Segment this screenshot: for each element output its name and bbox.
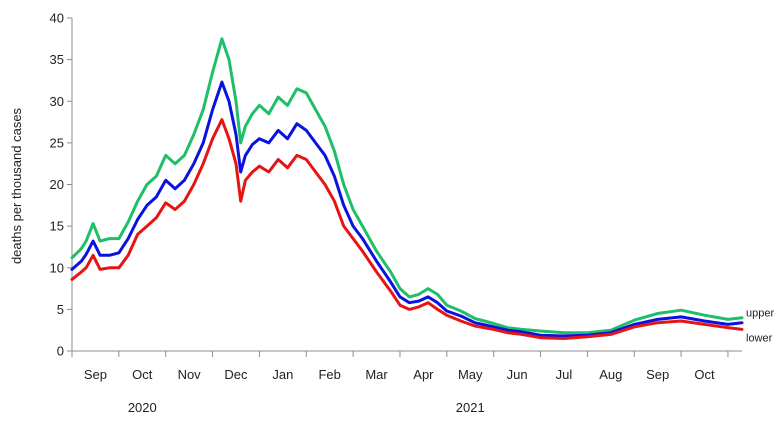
x-tick-label: Jan (272, 367, 293, 382)
x-tick-label: Sep (646, 367, 669, 382)
y-axis: 0 5 10 15 20 25 30 35 40 (50, 11, 73, 359)
y-tick-label: 30 (50, 94, 64, 109)
x-tick-label: Dec (224, 367, 248, 382)
x-tick-label: Sep (84, 367, 107, 382)
x-tick-label: Jun (507, 367, 528, 382)
x-axis: Sep Oct Nov Dec Jan Feb Mar Apr May Jun Jul Aug Sep O… (71, 350, 742, 415)
y-tick-label: 0 (57, 344, 64, 359)
year-label: 2021 (456, 400, 485, 415)
y-tick-label: 40 (50, 11, 64, 26)
y-tick-label: 20 (50, 177, 64, 192)
year-label: 2020 (128, 400, 157, 415)
series-lines (70, 37, 744, 340)
y-tick-label: 35 (50, 52, 64, 67)
y-tick-label: 15 (50, 219, 64, 234)
x-tick-label: Feb (318, 367, 340, 382)
x-tick-label: Nov (178, 367, 202, 382)
x-tick-label: May (458, 367, 483, 382)
x-tick-label: Mar (365, 367, 388, 382)
y-tick-label: 25 (50, 135, 64, 150)
x-tick-label: Oct (694, 367, 715, 382)
x-tick-label: Apr (413, 367, 434, 382)
y-axis-title: deaths per thousand cases (9, 107, 24, 264)
series-line-mid (70, 80, 744, 338)
series-line-upper (70, 37, 744, 335)
x-tick-label: Jul (556, 367, 573, 382)
y-tick-label: 5 (57, 302, 64, 317)
legend: upper lower (746, 308, 774, 345)
y-tick-label: 10 (50, 260, 64, 275)
x-tick-label: Aug (599, 367, 622, 382)
legend-label-lower: lower (746, 332, 773, 344)
series-line-lower (70, 118, 744, 340)
legend-label-upper: upper (746, 308, 774, 320)
x-tick-label: Oct (132, 367, 153, 382)
